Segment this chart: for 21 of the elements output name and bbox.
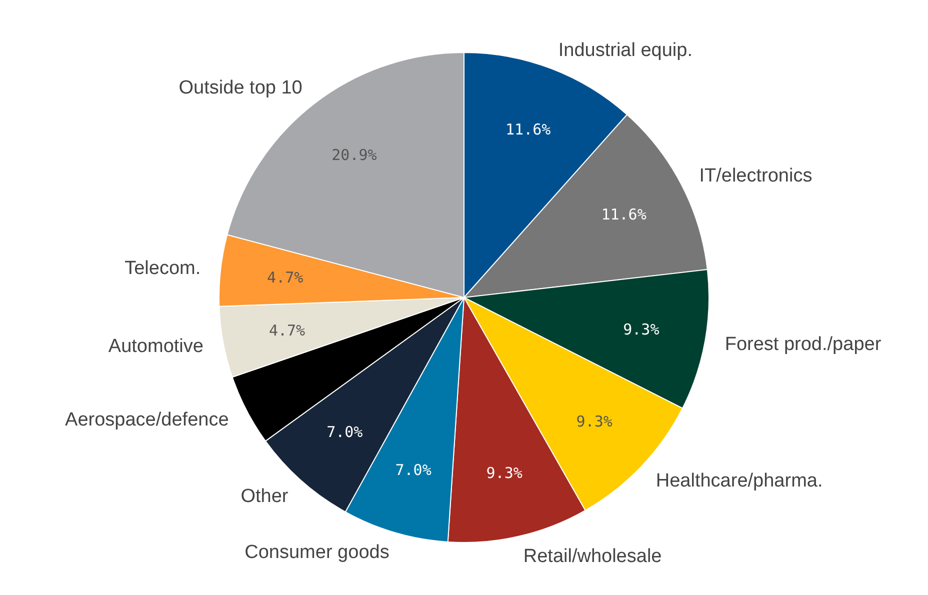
- data-label: 9.3%: [576, 412, 612, 431]
- slice-label: Healthcare/pharma.: [656, 470, 823, 492]
- slice-label: Outside top 10: [178, 77, 302, 98]
- data-label: 4.7%: [268, 321, 306, 340]
- data-label: 7.0%: [326, 423, 363, 442]
- slice-label: IT/electronics: [699, 165, 812, 186]
- slice-label: Other: [240, 486, 289, 507]
- slice-label: Automotive: [108, 336, 204, 357]
- slice-label: Retail/wholesale: [523, 546, 662, 567]
- slice-label: Aerospace/defence: [65, 410, 229, 431]
- data-label: 20.9%: [332, 146, 377, 164]
- data-label: 4.7%: [267, 268, 304, 286]
- slice-label: Industrial equip.: [558, 40, 693, 61]
- data-label: 7.0%: [395, 461, 432, 480]
- data-label: 9.3%: [623, 320, 660, 338]
- data-label: 11.6%: [601, 206, 646, 224]
- data-label: 9.3%: [486, 464, 522, 482]
- slice-label: Forest prod./paper: [724, 334, 882, 356]
- slice-label: Consumer goods: [244, 542, 390, 563]
- data-label: 11.6%: [506, 120, 551, 138]
- slice-label: Telecom.: [124, 258, 201, 280]
